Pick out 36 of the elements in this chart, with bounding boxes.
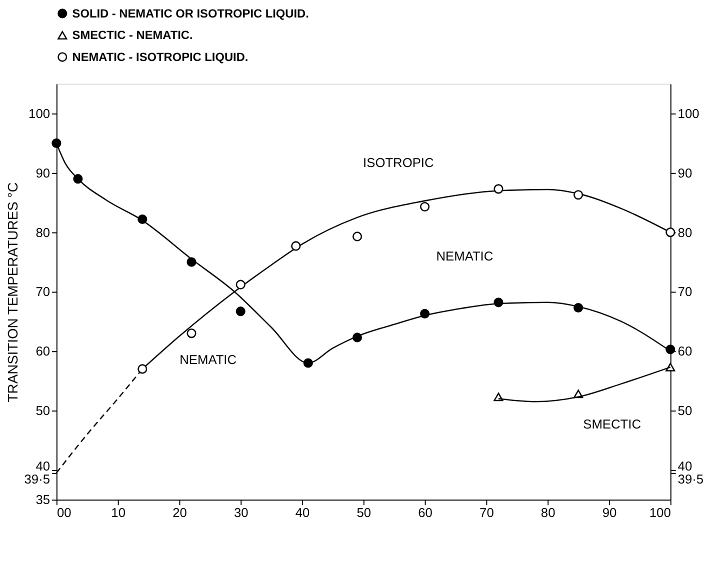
legend-label: NEMATIC - ISOTROPIC LIQUID. [72,50,248,64]
annotation: NEMATIC [436,248,494,264]
y-tick-label: 35 [36,492,50,508]
x-tick-label: 00 [56,504,72,520]
y2-tick-label: 40 [678,458,692,474]
annotation: SMECTIC [583,416,641,432]
y-tick-label: 80 [36,224,50,240]
y2-tick-label: 39·5 [678,471,704,486]
y2-tick-label: 50 [678,403,692,418]
x-tick-label: 40 [295,504,310,520]
y-tick-label: 39·5 [24,471,50,486]
y2-tick-label: 70 [678,284,692,300]
annotation: NEMATIC [180,352,237,367]
y2-tick-label: 100 [678,106,700,121]
y-tick-label: 100 [28,106,50,121]
y2-tick-label: 90 [678,165,692,180]
x-tick-label: 50 [356,504,372,520]
annotation: ISOTROPIC [363,154,434,170]
legend-label: SMECTIC - NEMATIC. [72,28,193,42]
x-tick-label: 100 [649,504,671,520]
x-tick-label: 90 [602,504,617,520]
x-tick-label: 70 [480,504,494,520]
y2-tick-label: 60 [678,344,692,359]
legend-label: SOLID - NEMATIC OR ISOTROPIC LIQUID. [72,6,309,20]
y-tick-label: 70 [36,284,50,300]
y-tick-label: 90 [36,165,50,180]
y-axis-title: TRANSITION TEMPERATURES °C [4,182,20,402]
y-tick-label: 60 [36,344,50,359]
x-tick-label: 30 [234,504,248,520]
x-tick-label: 80 [540,504,556,520]
y2-tick-label: 80 [678,224,692,240]
x-tick-label: 20 [172,504,187,520]
x-tick-label: 60 [418,504,432,520]
y-tick-label: 40 [36,458,50,474]
x-tick-label: 10 [111,504,126,520]
y-tick-label: 50 [36,403,50,418]
